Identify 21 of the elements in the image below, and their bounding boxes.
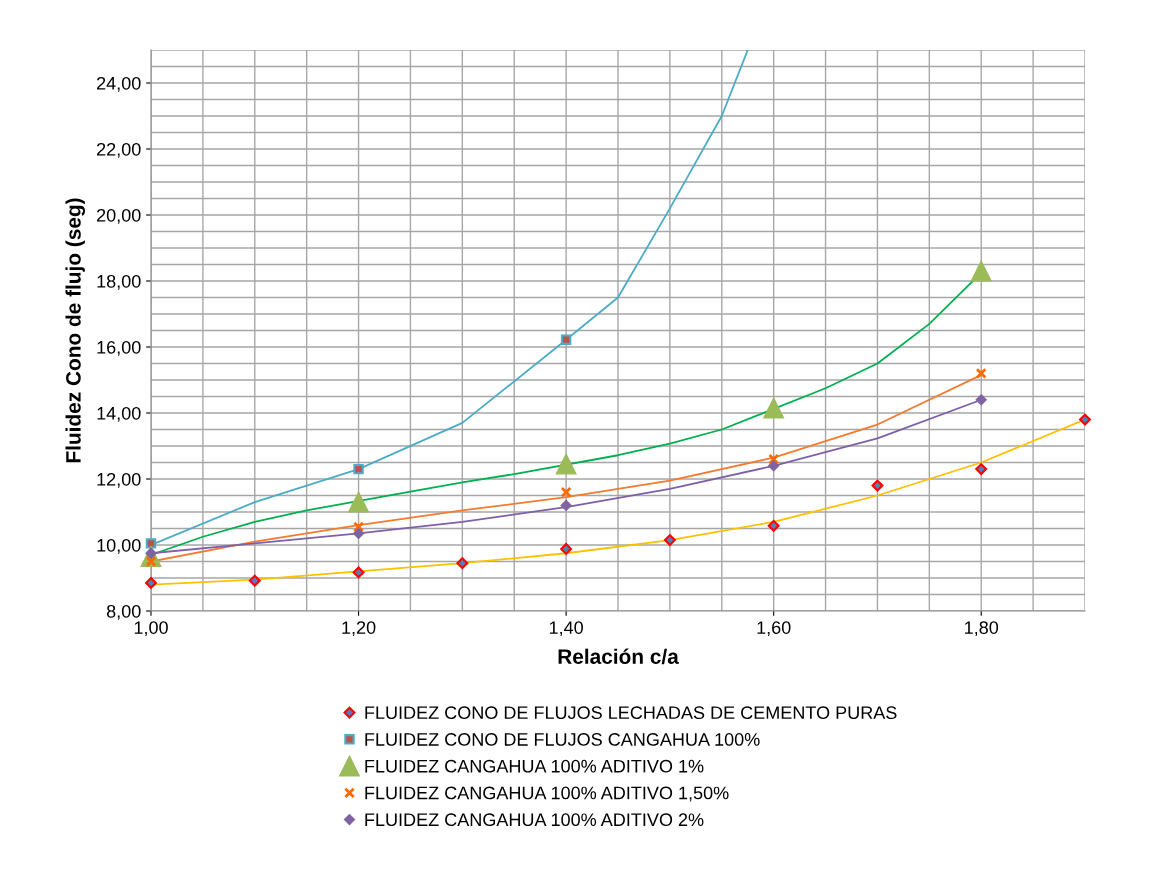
y-tick-label: 22,00 bbox=[97, 142, 141, 158]
legend-label: FLUIDEZ CANGAHUA 100% ADITIVO 1% bbox=[365, 759, 704, 773]
legend-label: FLUIDEZ CANGAHUA 100% ADITIVO 2% bbox=[365, 813, 704, 827]
legend-label: FLUIDEZ CONO DE FLUJOS LECHADAS DE CEMENTO PURAS bbox=[365, 706, 897, 720]
legend-label: FLUIDEZ CANGAHUA 100% ADITIVO 1,50% bbox=[365, 786, 729, 802]
y-tick-label: 24,00 bbox=[97, 76, 141, 92]
x-tick-label: 1,20 bbox=[342, 621, 376, 637]
y-tick-label: 8,00 bbox=[106, 604, 141, 620]
legend-label: FLUIDEZ CONO DE FLUJOS CANGAHUA 100% bbox=[365, 733, 760, 746]
y-tick-label: 16,00 bbox=[97, 340, 141, 356]
y-axis-title: Fluidez Cono de flujo (seg) bbox=[65, 198, 85, 463]
x-tick-label: 1,00 bbox=[134, 621, 168, 637]
y-tick-label: 12,00 bbox=[97, 472, 141, 488]
y-tick-label: 10,00 bbox=[97, 538, 141, 554]
x-axis-title: Relación c/a bbox=[558, 648, 679, 665]
y-tick-label: 20,00 bbox=[97, 208, 141, 224]
x-tick-label: 1,40 bbox=[549, 621, 583, 637]
x-tick-label: 1,80 bbox=[965, 621, 999, 637]
x-tick-label: 1,60 bbox=[757, 621, 791, 637]
y-tick-label: 18,00 bbox=[97, 274, 141, 290]
y-tick-label: 14,00 bbox=[97, 406, 141, 422]
